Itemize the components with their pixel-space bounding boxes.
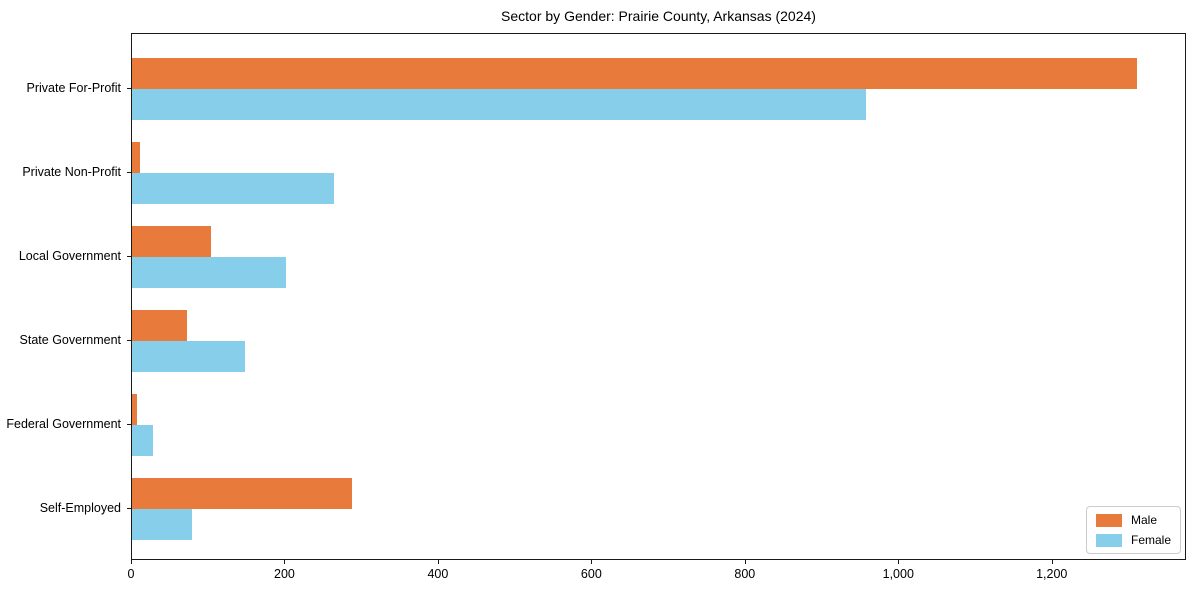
- chart-title: Sector by Gender: Prairie County, Arkans…: [501, 8, 816, 24]
- y-tick-mark: [127, 508, 131, 509]
- y-axis-category-label: Private Non-Profit: [22, 165, 121, 179]
- y-axis-category-label: Federal Government: [6, 417, 121, 431]
- x-tick-mark: [744, 560, 746, 564]
- y-axis-category-label: State Government: [19, 333, 121, 347]
- x-tick-mark: [898, 560, 900, 564]
- bar-female-3: [132, 257, 287, 288]
- bar-female-5: [132, 425, 153, 456]
- bar-female-6: [132, 509, 192, 540]
- bar-female-2: [132, 173, 334, 204]
- bar-male-4: [132, 310, 188, 341]
- x-axis-tick-label: 1,000: [882, 567, 914, 581]
- x-tick-mark: [437, 560, 439, 564]
- x-axis-tick-label: 0: [127, 567, 135, 581]
- y-tick-mark: [127, 340, 131, 341]
- bar-male-2: [132, 142, 140, 173]
- y-axis-category-label: Self-Employed: [39, 501, 121, 515]
- x-axis-tick-label: 1,200: [1036, 567, 1068, 581]
- x-axis-tick-label: 200: [274, 567, 295, 581]
- legend-item-female: Female: [1095, 533, 1171, 547]
- legend-label: Female: [1130, 533, 1171, 547]
- bar-female-1: [132, 89, 866, 120]
- bar-female-4: [132, 341, 245, 372]
- x-tick-mark: [1051, 560, 1053, 564]
- legend-label: Male: [1130, 513, 1157, 527]
- plot-area: [131, 33, 1186, 560]
- y-tick-mark: [127, 172, 131, 173]
- bar-male-6: [132, 478, 353, 509]
- y-axis-category-label: Private For-Profit: [26, 81, 121, 95]
- x-tick-mark: [591, 560, 593, 564]
- y-axis-category-label: Local Government: [18, 249, 121, 263]
- bar-male-5: [132, 394, 137, 425]
- legend-swatch-female: [1095, 533, 1122, 547]
- x-tick-mark: [131, 560, 132, 564]
- y-tick-mark: [127, 424, 131, 425]
- y-tick-mark: [127, 256, 131, 257]
- legend: Male Female: [1085, 506, 1181, 554]
- x-axis-tick-label: 800: [734, 567, 756, 581]
- x-axis-tick-label: 600: [580, 567, 602, 581]
- y-tick-mark: [127, 88, 131, 89]
- x-axis-tick-label: 400: [427, 567, 449, 581]
- legend-swatch-male: [1095, 513, 1122, 527]
- legend-item-male: Male: [1095, 513, 1171, 527]
- x-tick-mark: [284, 560, 286, 564]
- bar-male-3: [132, 226, 212, 257]
- bar-male-1: [132, 58, 1138, 89]
